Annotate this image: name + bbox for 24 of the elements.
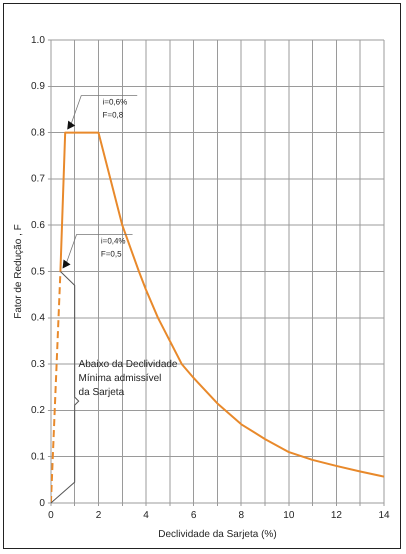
x-axis-title: Declividade da Sarjeta (%) [158,528,277,540]
annotation: i=0,6% F=0,8 [102,98,128,120]
x-tick-label: 6 [190,510,197,521]
y-tick-label: 0.1 [30,451,46,462]
y-tick-label: 0.4 [30,312,46,324]
x-tick-label: 12 [330,510,342,521]
x-tick-label: 14 [378,510,390,521]
x-tick-label: 2 [96,510,102,521]
y-tick-label: 0.8 [30,127,46,138]
y-tick-label: 1.0 [30,34,46,46]
annotation: Abaixo da Declividade Mínima admissível da Sarjeta [78,358,178,398]
y-axis-title: Fator de Redução , F [12,224,24,319]
y-tick-label: 0 [39,498,46,509]
annotation: i=0,4% F=0,5 [100,236,126,259]
y-tick-label: 0.5 [30,266,46,278]
y-tick-label: 0.3 [30,358,46,370]
y-tick-label: 0.2 [30,405,46,416]
x-tick-label: 10 [283,510,295,521]
y-tick-label: 0.9 [30,81,46,92]
x-tick-label: 8 [238,510,244,521]
y-tick-label: 0.6 [30,220,46,231]
x-tick-label: 4 [143,510,150,521]
x-tick-label: 0 [48,510,54,521]
y-tick-label: 0.7 [30,174,46,185]
